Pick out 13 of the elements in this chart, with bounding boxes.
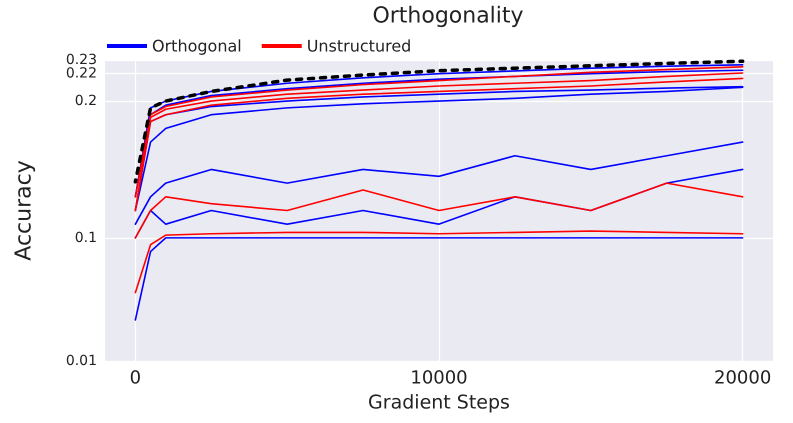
- y-tick-label: 0.23: [66, 52, 97, 68]
- y-axis-title: Accuracy: [12, 160, 36, 261]
- y-tick-label: 0.01: [66, 353, 97, 369]
- x-tick-label: 0: [130, 368, 142, 388]
- x-tick-label: 20000: [714, 368, 772, 388]
- legend-label: Unstructured: [306, 36, 412, 56]
- y-tick-label: 0.2: [74, 93, 97, 110]
- x-axis-title: Gradient Steps: [368, 392, 510, 414]
- legend-label: Orthogonal: [152, 36, 242, 56]
- chart-title: Orthogonality: [372, 4, 524, 28]
- y-tick-label: 0.22: [66, 66, 97, 82]
- x-tick-label: 10000: [410, 368, 468, 388]
- y-tick-label: 0.1: [74, 230, 97, 246]
